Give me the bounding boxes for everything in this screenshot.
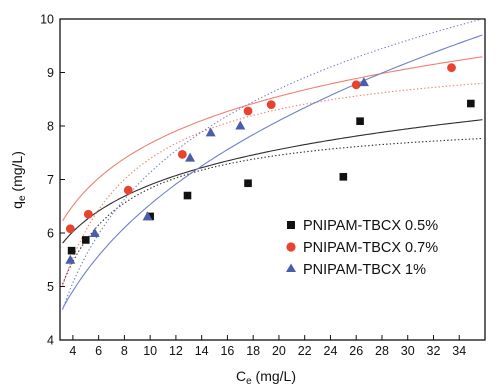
data-point-square	[67, 246, 76, 255]
data-point-triangle	[185, 152, 196, 162]
x-tick-label: 24	[324, 344, 338, 358]
x-tick-label: 8	[121, 344, 128, 358]
x-tick-label: 4	[69, 344, 76, 358]
data-point-circle	[447, 63, 456, 73]
data-point-circle	[83, 209, 93, 219]
x-tick-label: 26	[349, 344, 363, 358]
data-point-triangle	[89, 228, 100, 237]
y-axis-title: qe (mg/L)	[9, 151, 28, 209]
data-point-circle	[177, 149, 187, 159]
data-point-circle	[351, 80, 361, 90]
data-point-triangle	[235, 120, 246, 130]
fit-curve-dotted-1	[62, 82, 483, 286]
x-tick-label: 34	[452, 344, 466, 358]
legend-entry-2: PNIPAM-TBCX 1%	[286, 262, 426, 278]
x-axis-title: Ce (mg/L)	[236, 368, 296, 387]
data-point-square	[339, 173, 348, 181]
legend-label-1: PNIPAM-TBCX 0.7%	[303, 240, 438, 256]
y-tick-label: 4	[47, 334, 54, 348]
x-tick-label: 30	[401, 344, 415, 358]
axis-ticks: 4 6 8 10 12 14 16 18 20 22 24 26 28 30 32 34 4 5 6 7 8 9 10	[40, 13, 466, 359]
x-tick-label: 16	[220, 344, 234, 358]
x-tick-label: 20	[272, 344, 286, 358]
data-point-triangle	[358, 77, 369, 87]
y-tick-label: 7	[47, 173, 54, 187]
x-tick-label: 12	[169, 344, 183, 358]
fit-curves	[62, 19, 483, 310]
legend-entry-1: PNIPAM-TBCX 0.7%	[286, 240, 438, 256]
data-point-triangle	[65, 254, 76, 264]
x-tick-label: 18	[246, 344, 260, 358]
data-point-square	[467, 99, 475, 108]
x-tick-label: 14	[195, 344, 209, 358]
data-point-square	[81, 236, 90, 244]
data-point-triangle	[205, 127, 216, 137]
legend-marker-triangle	[286, 263, 296, 272]
x-tick-label: 6	[95, 344, 102, 358]
legend-label-0: PNIPAM-TBCX 0.5%	[303, 218, 438, 234]
fit-curve-dotted-0	[62, 137, 483, 285]
data-point-circle	[123, 185, 133, 195]
x-tick-label: 32	[427, 344, 441, 358]
data-point-circle	[65, 224, 75, 234]
y-tick-label: 5	[47, 280, 54, 294]
fit-curve-dotted-2	[62, 19, 483, 310]
data-point-circle	[243, 106, 253, 116]
data-points	[65, 63, 475, 264]
data-point-square	[244, 179, 252, 188]
legend-marker-square	[287, 221, 295, 229]
fit-curve-solid-2	[62, 34, 483, 309]
y-tick-label: 9	[47, 66, 54, 80]
data-point-triangle	[142, 211, 153, 221]
y-tick-label: 10	[40, 13, 54, 27]
y-tick-label: 6	[47, 227, 54, 241]
legend-entry-0: PNIPAM-TBCX 0.5%	[287, 218, 438, 234]
fit-curve-solid-0	[62, 119, 483, 244]
fit-curve-solid-1	[62, 56, 483, 222]
x-tick-label: 22	[298, 344, 312, 358]
x-tick-label: 10	[143, 344, 157, 358]
y-tick-label: 8	[47, 120, 54, 134]
data-point-square	[183, 191, 192, 200]
legend: PNIPAM-TBCX 0.5% PNIPAM-TBCX 0.7% PNIPAM…	[286, 218, 438, 278]
legend-marker-circle	[286, 242, 296, 252]
x-tick-label: 28	[375, 344, 389, 358]
legend-label-2: PNIPAM-TBCX 1%	[303, 262, 426, 278]
data-point-square	[356, 117, 364, 125]
data-point-circle	[266, 100, 276, 109]
